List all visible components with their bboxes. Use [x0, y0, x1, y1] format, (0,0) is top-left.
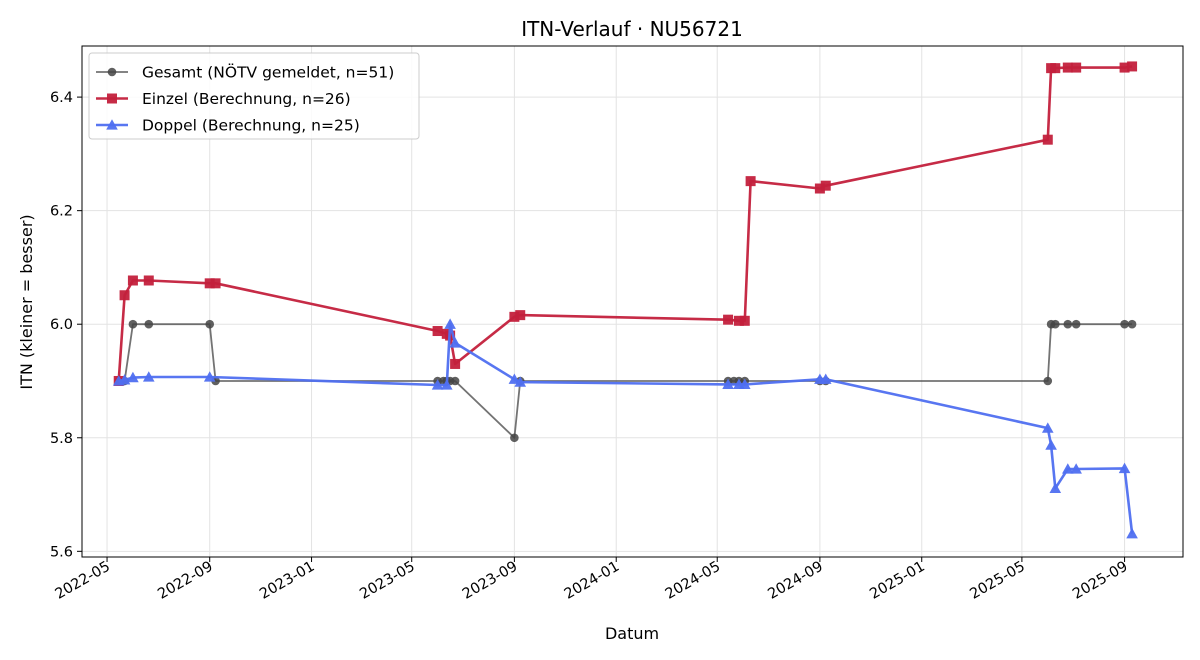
series-triangle — [112, 318, 1138, 539]
legend-entry: Gesamt (NÖTV gemeldet, n=51) — [96, 63, 394, 82]
data-point — [515, 310, 526, 321]
legend-entry: Einzel (Berechnung, n=26) — [96, 90, 351, 108]
series-layer — [112, 61, 1138, 539]
data-point — [119, 290, 130, 301]
data-point — [204, 278, 215, 289]
y-tick-label: 6.0 — [50, 317, 73, 333]
data-point — [142, 371, 155, 382]
data-point — [819, 373, 832, 384]
plot-frame — [81, 45, 1184, 558]
data-point — [143, 275, 154, 286]
data-point — [814, 183, 825, 194]
data-point — [440, 379, 453, 390]
series-markers — [113, 61, 1138, 386]
data-point — [1062, 463, 1074, 474]
series-markers — [112, 318, 1138, 539]
data-point — [203, 371, 216, 382]
data-point — [1050, 63, 1061, 74]
legend-marker — [107, 67, 117, 77]
data-point — [1041, 422, 1054, 433]
legend-marker — [106, 119, 118, 130]
legend-label: Einzel (Berechnung, n=26) — [142, 90, 351, 108]
y-tick-label: 6.2 — [50, 204, 73, 220]
data-point — [514, 376, 527, 387]
data-point — [431, 379, 444, 390]
data-point — [450, 358, 461, 369]
data-point — [733, 315, 744, 326]
data-point — [510, 433, 519, 443]
y-tick-label: 6.4 — [50, 90, 73, 106]
data-point — [205, 319, 215, 329]
data-point — [722, 378, 734, 390]
data-point — [1049, 482, 1062, 493]
data-point — [1070, 463, 1082, 474]
data-point — [745, 176, 756, 187]
data-point — [1119, 62, 1130, 73]
y-axis-ticks: 5.6 5.8 6.0 6.2 6.4 — [50, 90, 82, 560]
data-point — [1127, 319, 1137, 329]
data-point — [444, 318, 456, 329]
data-point — [1126, 527, 1138, 539]
data-point — [1120, 319, 1129, 329]
data-point — [1127, 61, 1138, 72]
data-point — [820, 180, 831, 191]
data-point — [127, 371, 139, 383]
chart-title: ITN-Verlauf · NU56721 — [521, 17, 743, 41]
data-point — [449, 337, 461, 348]
data-point — [1118, 462, 1131, 474]
data-point — [432, 326, 443, 337]
y-tick-label: 5.8 — [50, 431, 73, 447]
data-point — [1045, 439, 1057, 450]
data-point — [1071, 62, 1082, 73]
data-point — [1071, 319, 1081, 329]
series-square — [113, 61, 1138, 386]
data-point — [128, 319, 138, 329]
y-tick-label: 5.6 — [50, 544, 73, 560]
data-point — [738, 378, 751, 390]
data-point — [739, 315, 750, 326]
legend-marker — [107, 93, 117, 104]
legend: Gesamt (NÖTV gemeldet, n=51) Einzel (Bere… — [88, 52, 420, 140]
legend-entry: Doppel (Berechnung, n=25) — [96, 117, 360, 135]
x-axis-label: Datum — [605, 624, 659, 643]
data-point — [144, 319, 154, 329]
data-point — [508, 373, 521, 384]
data-point — [1063, 319, 1073, 329]
y-axis-label: ITN (kleiner = besser) — [17, 214, 36, 389]
data-point — [723, 314, 734, 325]
data-point — [127, 275, 138, 286]
legend-label: Gesamt (NÖTV gemeldet, n=51) — [142, 63, 394, 82]
data-point — [210, 278, 221, 289]
data-point — [509, 311, 520, 322]
legend-box — [88, 52, 420, 140]
data-point — [1050, 319, 1060, 329]
data-point — [1062, 62, 1073, 73]
data-point — [450, 376, 460, 386]
data-point — [1042, 134, 1053, 145]
data-point — [1043, 376, 1053, 386]
legend-label: Doppel (Berechnung, n=25) — [142, 117, 360, 135]
